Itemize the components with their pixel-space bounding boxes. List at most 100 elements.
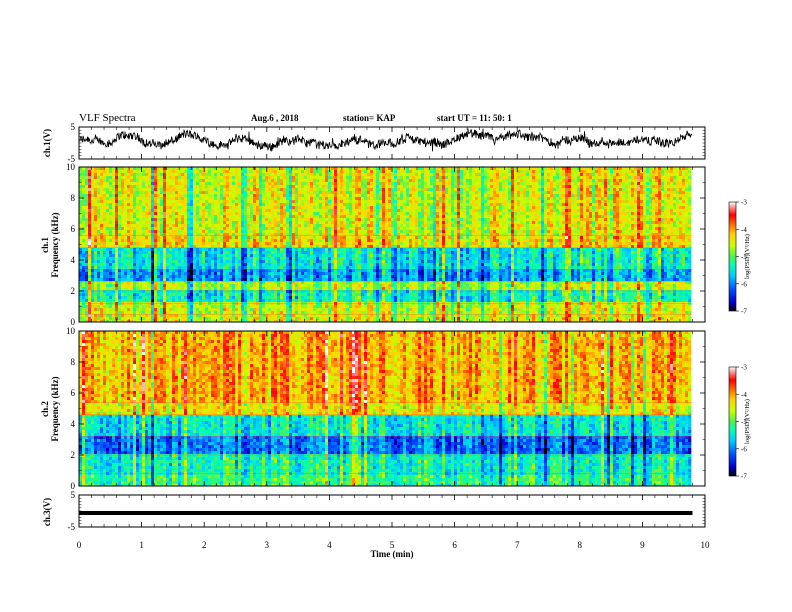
spectrogram-cell <box>271 230 275 234</box>
spectrogram-cell <box>535 221 539 225</box>
spectrogram-cell <box>106 236 110 240</box>
spectrogram-cell <box>355 200 359 204</box>
spectrogram-cell <box>289 203 293 207</box>
spectrogram-cell <box>364 197 368 201</box>
spectrogram-cell <box>529 173 533 177</box>
spectrogram-cell <box>211 182 215 186</box>
spectrogram-cell <box>586 215 590 219</box>
spectrogram-cell <box>310 200 314 204</box>
spectrogram-cell <box>529 233 533 237</box>
spectrogram-cell <box>577 215 581 219</box>
spectrogram-cell <box>157 221 161 225</box>
spectrogram-cell <box>421 203 425 207</box>
spectrogram-cell <box>211 188 215 192</box>
spectrogram-cell <box>646 179 650 183</box>
spectrogram-cell <box>235 218 239 222</box>
spectrogram-cell <box>670 194 674 198</box>
spectrogram-cell <box>574 203 578 207</box>
spectrogram-cell <box>103 227 107 231</box>
spectrogram-cell <box>469 230 473 234</box>
spectrogram-cell <box>379 218 383 222</box>
spectrogram-cell <box>184 209 188 213</box>
spectrogram-cell <box>634 218 638 222</box>
spectrogram-cell <box>193 218 197 222</box>
spectrogram-cell <box>265 188 269 192</box>
spectrogram-cell <box>310 209 314 213</box>
spectrogram-cell <box>349 182 353 186</box>
spectrogram-cell <box>379 224 383 228</box>
spectrogram-cell <box>100 185 104 189</box>
spectrogram-cell <box>103 230 107 234</box>
spectrogram-cell <box>79 230 83 234</box>
spectrogram-cell <box>457 194 461 198</box>
spectrogram-cell <box>244 218 248 222</box>
spectrogram-cell <box>355 209 359 213</box>
spectrogram-cell <box>325 182 329 186</box>
spectrogram-cell <box>253 227 257 231</box>
spectrogram-cell <box>133 203 137 207</box>
spectrogram-cell <box>259 212 263 216</box>
spectrogram-cell <box>166 194 170 198</box>
spectrogram-cell <box>289 212 293 216</box>
spectrogram-cell <box>565 185 569 189</box>
spectrogram-cell <box>280 206 284 210</box>
spectrogram-cell <box>418 173 422 177</box>
spectrogram-cell <box>94 203 98 207</box>
spectrogram-cell <box>181 215 185 219</box>
spectrogram-cell <box>673 221 677 225</box>
spectrogram-cell <box>676 173 680 177</box>
spectrogram-cell <box>259 173 263 177</box>
spectrogram-cell <box>142 197 146 201</box>
spectrogram-cell <box>511 200 515 204</box>
spectrogram-cell <box>145 182 149 186</box>
spectrogram-cell <box>199 185 203 189</box>
spectrogram-cell <box>406 167 410 171</box>
spectrogram-cell <box>199 182 203 186</box>
spectrogram-cell <box>388 206 392 210</box>
spectrogram-cell <box>184 200 188 204</box>
spectrogram-cell <box>250 194 254 198</box>
spectrogram-cell <box>148 224 152 228</box>
spectrogram-cell <box>316 176 320 180</box>
spectrogram-cell <box>388 236 392 240</box>
spectrogram-cell <box>238 197 242 201</box>
spectrogram-cell <box>334 233 338 237</box>
spectrogram-cell <box>673 224 677 228</box>
spectrogram-cell <box>595 191 599 195</box>
spectrogram-cell <box>262 191 266 195</box>
spectrogram-cell <box>604 167 608 171</box>
spectrogram-cell <box>208 170 212 174</box>
spectrogram-cell <box>547 188 551 192</box>
spectrogram-cell <box>472 203 476 207</box>
spectrogram-cell <box>118 179 122 183</box>
spectrogram-cell <box>211 218 215 222</box>
spectrogram-cell <box>625 179 629 183</box>
spectrogram-cell <box>394 170 398 174</box>
spectrogram-cell <box>496 233 500 237</box>
spectrogram-cell <box>232 167 236 171</box>
spectrogram-cell <box>154 233 158 237</box>
spectrogram-cell <box>253 203 257 207</box>
spectrogram-cell <box>406 203 410 207</box>
spectrogram-cell <box>571 221 575 225</box>
spectrogram-cell <box>244 176 248 180</box>
spectrogram-cell <box>406 176 410 180</box>
spectrogram-cell <box>358 200 362 204</box>
spectrogram-cell <box>226 191 230 195</box>
spectrogram-cell <box>682 230 686 234</box>
spectrogram-cell <box>316 206 320 210</box>
spectrogram-cell <box>259 188 263 192</box>
spectrogram-cell <box>463 167 467 171</box>
spectrogram-cell <box>370 185 374 189</box>
spectrogram-cell <box>664 173 668 177</box>
spectrogram-cell <box>256 167 260 171</box>
spectrogram-cell <box>565 197 569 201</box>
spectrogram-cell <box>628 227 632 231</box>
spectrogram-cell <box>547 206 551 210</box>
spectrogram-cell <box>496 188 500 192</box>
spectrogram-cell <box>292 176 296 180</box>
spectrogram-cell <box>247 197 251 201</box>
spectrogram-cell <box>340 209 344 213</box>
spectrogram-cell <box>598 197 602 201</box>
spectrogram-cell <box>328 227 332 231</box>
